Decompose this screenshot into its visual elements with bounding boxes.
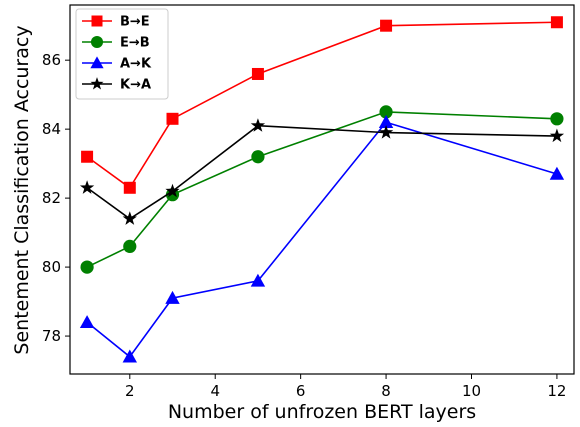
legend-marker bbox=[90, 35, 104, 49]
y-tick-label: 82 bbox=[42, 189, 61, 207]
series-line bbox=[86, 124, 557, 220]
legend-item: E→B bbox=[82, 36, 150, 51]
y-tick-label: 84 bbox=[42, 120, 61, 138]
data-point bbox=[379, 105, 393, 119]
data-point bbox=[549, 166, 565, 180]
data-point bbox=[123, 239, 137, 254]
data-point bbox=[251, 150, 265, 164]
plot-frame bbox=[69, 4, 575, 375]
y-axis-label: Sentement Classification Accuracy bbox=[11, 25, 33, 354]
x-tick-label: 4 bbox=[210, 382, 220, 400]
x-axis: 2 4 6 8 10 12 bbox=[125, 374, 566, 400]
series-line bbox=[86, 111, 557, 268]
x-tick-label: 8 bbox=[381, 382, 391, 400]
data-point bbox=[122, 349, 137, 363]
data-point bbox=[378, 115, 394, 129]
legend-item: K→A bbox=[82, 77, 151, 93]
data-point bbox=[550, 112, 564, 126]
series-line bbox=[86, 21, 557, 189]
y-tick-label: 80 bbox=[42, 258, 61, 276]
legend-box bbox=[75, 8, 169, 100]
data-point bbox=[550, 16, 563, 29]
legend-marker bbox=[90, 56, 104, 69]
data-point bbox=[81, 150, 94, 163]
data-point bbox=[122, 211, 137, 225]
data-point bbox=[80, 260, 94, 274]
y-tick-label: 78 bbox=[42, 327, 61, 345]
data-point bbox=[251, 67, 264, 80]
series-3 bbox=[79, 115, 565, 363]
legend-item: B→E bbox=[82, 15, 150, 30]
data-point bbox=[79, 180, 95, 194]
x-axis-label: Number of unfrozen BERT layers bbox=[168, 401, 476, 423]
data-point bbox=[79, 315, 95, 329]
y-axis: 78 80 82 84 86 bbox=[42, 51, 70, 345]
series-line bbox=[86, 121, 558, 358]
data-point bbox=[165, 290, 180, 304]
legend-marker bbox=[91, 15, 103, 27]
legend-label: B→E bbox=[120, 15, 150, 30]
series-4 bbox=[79, 118, 565, 225]
legend-label: K→A bbox=[120, 78, 151, 93]
data-point bbox=[166, 112, 179, 125]
x-tick-label: 10 bbox=[462, 382, 481, 400]
data-point bbox=[123, 181, 136, 194]
legend: B→E E→B A→K K→A bbox=[75, 8, 169, 100]
data-point bbox=[378, 125, 394, 139]
x-tick-label: 6 bbox=[296, 382, 306, 400]
legend-marker bbox=[90, 77, 104, 90]
data-point bbox=[250, 273, 266, 287]
x-tick-label: 12 bbox=[547, 382, 566, 400]
y-tick-label: 86 bbox=[42, 51, 61, 69]
data-point bbox=[380, 19, 393, 32]
data-point bbox=[549, 128, 565, 143]
series-1 bbox=[81, 16, 563, 194]
legend-item: A→K bbox=[82, 56, 152, 72]
data-point bbox=[250, 118, 266, 132]
legend-label: A→K bbox=[120, 57, 152, 72]
series-2 bbox=[80, 105, 564, 274]
x-tick-label: 2 bbox=[125, 382, 135, 400]
data-point bbox=[165, 183, 180, 198]
legend-label: E→B bbox=[120, 36, 150, 51]
